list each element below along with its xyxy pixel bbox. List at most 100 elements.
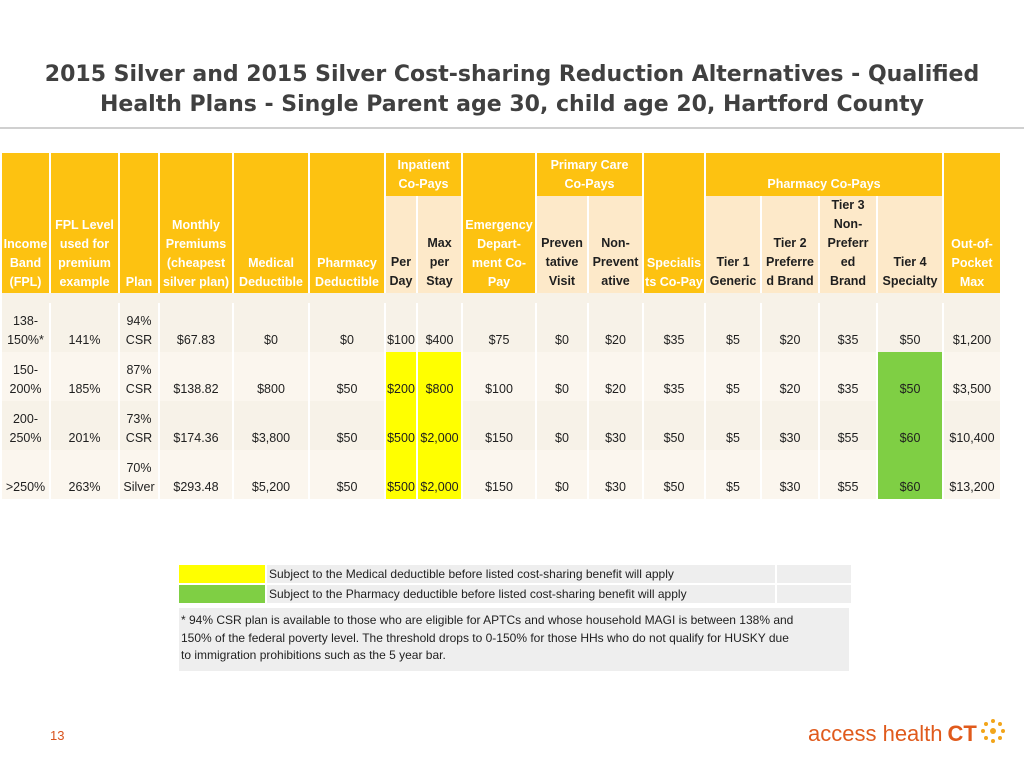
cell-tier3: $35 — [820, 352, 876, 401]
cell-tier4: $60 — [878, 401, 942, 450]
cell-emergency: $100 — [463, 352, 535, 401]
legend-text-medical: Subject to the Medical deductible before… — [265, 565, 775, 583]
cell-emergency: $150 — [463, 450, 535, 499]
col-header-per-day: Per Day — [386, 196, 416, 293]
cell-tier4: $50 — [878, 303, 942, 352]
col-header-tier1: Tier 1 Generic — [706, 196, 760, 293]
cell-oop-max: $1,200 — [944, 303, 1000, 352]
sunburst-icon — [980, 718, 1006, 750]
cell-max-stay: $2,000 — [418, 401, 461, 450]
cell-tier2: $20 — [762, 303, 818, 352]
cell-income-band: >250% — [2, 450, 49, 499]
cell-premium: $293.48 — [160, 450, 232, 499]
cell-fpl: 263% — [51, 450, 118, 499]
col-header-emergency: Emergency Depart-ment Co- Pay — [463, 153, 535, 293]
col-header-monthly-premiums: Monthly Premiums (cheapest silver plan) — [160, 153, 232, 293]
cell-pharmacy-deductible: $50 — [310, 352, 384, 401]
col-header-non-preventative: Non- Prevent ative — [589, 196, 642, 293]
slide-title: 2015 Silver and 2015 Silver Cost-sharing… — [20, 60, 1004, 120]
cell-non-preventative: $30 — [589, 401, 642, 450]
cell-max-stay: $2,000 — [418, 450, 461, 499]
col-header-oop-max: Out-of- Pocket Max — [944, 153, 1000, 293]
cell-oop-max: $10,400 — [944, 401, 1000, 450]
cell-fpl: 185% — [51, 352, 118, 401]
col-header-specialist: Specialis ts Co-Pay — [644, 153, 704, 293]
header-sub-row: Per Day Max per Stay Preven tative Visit Non-… — [2, 196, 1000, 293]
cell-non-preventative: $30 — [589, 450, 642, 499]
legend-text-pharmacy: Subject to the Pharmacy deductible befor… — [265, 585, 775, 603]
table-row: 200- 250% 201% 73% CSR $174.36 $3,800 $50 … — [2, 401, 1000, 450]
cell-preventative: $0 — [537, 352, 587, 401]
page-number: 13 — [50, 728, 65, 743]
cell-per-day: $500 — [386, 401, 416, 450]
cell-tier2: $20 — [762, 352, 818, 401]
legend-blank-cell — [775, 565, 851, 583]
legend-row-pharmacy: Subject to the Pharmacy deductible befor… — [179, 585, 851, 603]
cell-income-band: 200- 250% — [2, 401, 49, 450]
group-header-pharmacy-copays: Pharmacy Co-Pays — [706, 153, 942, 196]
cell-tier3: $55 — [820, 450, 876, 499]
col-header-fpl-level: FPL Level used for premium example — [51, 153, 118, 293]
cell-tier1: $5 — [706, 450, 760, 499]
cell-oop-max: $3,500 — [944, 352, 1000, 401]
cell-fpl: 141% — [51, 303, 118, 352]
cell-medical-deductible: $0 — [234, 303, 308, 352]
col-header-max-per-stay: Max per Stay — [418, 196, 461, 293]
col-header-preventative: Preven tative Visit — [537, 196, 587, 293]
csr-footnote: * 94% CSR plan is available to those who… — [179, 608, 849, 671]
title-line-2: Health Plans - Single Parent age 30, chi… — [100, 92, 924, 117]
cell-tier4: $60 — [878, 450, 942, 499]
cell-plan: 87% CSR — [120, 352, 158, 401]
cell-max-stay: $800 — [418, 352, 461, 401]
cell-tier1: $5 — [706, 303, 760, 352]
cell-max-stay: $400 — [418, 303, 461, 352]
cell-tier2: $30 — [762, 450, 818, 499]
cell-pharmacy-deductible: $0 — [310, 303, 384, 352]
col-header-tier2: Tier 2 Preferre d Brand — [762, 196, 818, 293]
cell-per-day: $200 — [386, 352, 416, 401]
cell-plan: 70% Silver — [120, 450, 158, 499]
table-row: >250% 263% 70% Silver $293.48 $5,200 $50 … — [2, 450, 1000, 499]
cell-income-band: 150- 200% — [2, 352, 49, 401]
cell-emergency: $75 — [463, 303, 535, 352]
footnote-line: to immigration prohibitions such as the … — [181, 648, 446, 662]
col-header-tier3: Tier 3 Non- Preferr ed Brand — [820, 196, 876, 293]
cell-tier3: $35 — [820, 303, 876, 352]
cell-medical-deductible: $3,800 — [234, 401, 308, 450]
legend-blank-cell — [775, 585, 851, 603]
cell-emergency: $150 — [463, 401, 535, 450]
cell-pharmacy-deductible: $50 — [310, 450, 384, 499]
cell-income-band: 138- 150%* — [2, 303, 49, 352]
col-header-plan: Plan — [120, 153, 158, 293]
title-line-1: 2015 Silver and 2015 Silver Cost-sharing… — [44, 62, 980, 87]
cell-non-preventative: $20 — [589, 303, 642, 352]
cell-plan: 73% CSR — [120, 401, 158, 450]
cell-premium: $138.82 — [160, 352, 232, 401]
cell-medical-deductible: $800 — [234, 352, 308, 401]
cell-premium: $174.36 — [160, 401, 232, 450]
plan-comparison-table: Income Band (FPL) FPL Level used for premium… — [0, 153, 1002, 499]
legend-row-medical: Subject to the Medical deductible before… — [179, 565, 851, 583]
highlight-legend: Subject to the Medical deductible before… — [179, 563, 851, 605]
cell-tier4: $50 — [878, 352, 942, 401]
cell-premium: $67.83 — [160, 303, 232, 352]
cell-preventative: $0 — [537, 401, 587, 450]
cell-specialist: $35 — [644, 303, 704, 352]
cell-tier1: $5 — [706, 352, 760, 401]
col-header-medical-deductible: Medical Deductible — [234, 153, 308, 293]
table-row: 138- 150%* 141% 94% CSR $67.83 $0 $0 $100 … — [2, 303, 1000, 352]
brand-name: access health — [808, 721, 943, 746]
cell-plan: 94% CSR — [120, 303, 158, 352]
col-header-income-band: Income Band (FPL) — [2, 153, 49, 293]
cell-preventative: $0 — [537, 450, 587, 499]
cell-tier2: $30 — [762, 401, 818, 450]
cell-per-day: $100 — [386, 303, 416, 352]
legend-swatch-yellow — [179, 565, 265, 583]
cell-fpl: 201% — [51, 401, 118, 450]
footnote-line: * 94% CSR plan is available to those who… — [181, 613, 794, 627]
cell-specialist: $50 — [644, 401, 704, 450]
cell-specialist: $35 — [644, 352, 704, 401]
cell-preventative: $0 — [537, 303, 587, 352]
cell-medical-deductible: $5,200 — [234, 450, 308, 499]
table-row: 150- 200% 185% 87% CSR $138.82 $800 $50 $2… — [2, 352, 1000, 401]
